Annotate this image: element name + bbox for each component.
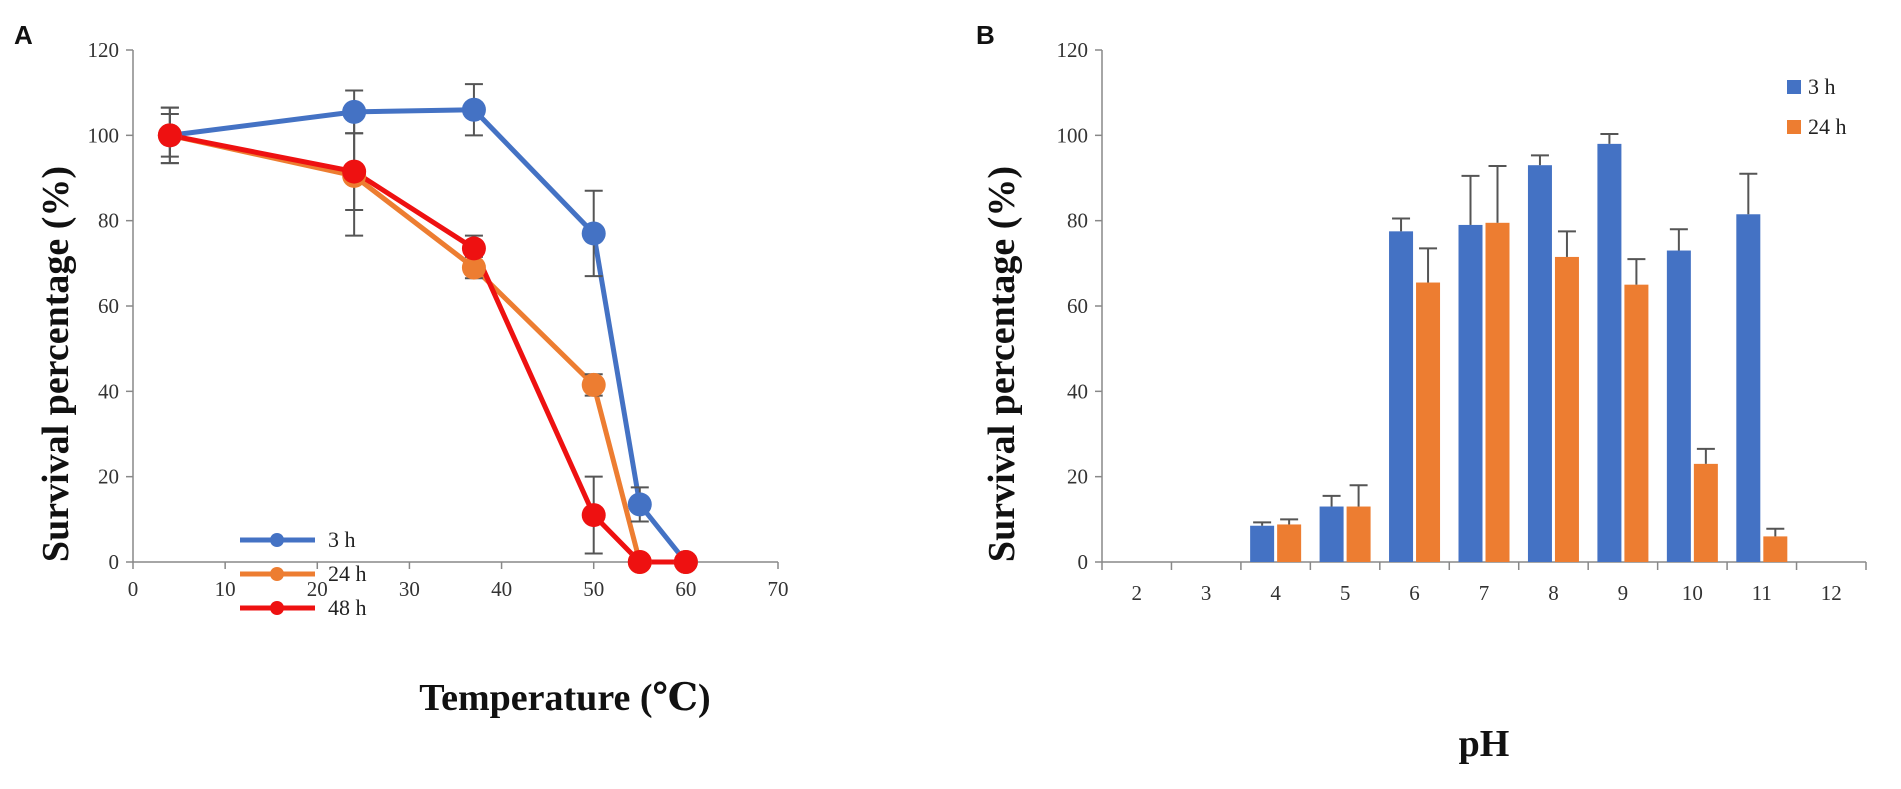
bar: [1250, 525, 1275, 562]
bar: [1389, 231, 1414, 563]
legend-label: 3 h: [328, 527, 356, 552]
panel-label-b: B: [976, 20, 995, 50]
legend-label: 48 h: [328, 595, 367, 620]
bar: [1693, 463, 1718, 562]
ph-y-tick-label: 60: [1067, 294, 1088, 318]
legend-swatch-marker: [270, 533, 284, 547]
ph-y-tick-label: 40: [1067, 379, 1088, 403]
bar: [1736, 214, 1761, 562]
temperature-x-tick-label: 30: [399, 577, 420, 601]
temperature-x-tick-label: 70: [768, 577, 789, 601]
ph-y-axis-title: Survival percentage (%): [981, 166, 1023, 562]
bar: [1346, 506, 1371, 562]
temperature-y-tick-label: 120: [88, 38, 120, 62]
ph-y-tick-label: 120: [1057, 38, 1089, 62]
bar: [1416, 282, 1441, 562]
temperature-x-tick-label: 60: [675, 577, 696, 601]
temperature-x-tick-label: 50: [583, 577, 604, 601]
data-point: [461, 236, 486, 261]
ph-x-tick-label: 12: [1821, 581, 1842, 605]
ph-x-tick-label: 11: [1752, 581, 1772, 605]
bar: [1597, 143, 1622, 562]
ph-x-tick-label: 6: [1409, 581, 1420, 605]
temperature-y-tick-label: 100: [88, 123, 120, 147]
legend-swatch: [1787, 120, 1801, 134]
temperature-x-tick-label: 40: [491, 577, 512, 601]
temperature-x-tick-label: 10: [215, 577, 236, 601]
ph-x-tick-label: 8: [1548, 581, 1559, 605]
bar: [1554, 256, 1579, 562]
data-point: [673, 550, 698, 574]
ph-x-tick-label: 3: [1201, 581, 1212, 605]
bar: [1319, 506, 1344, 562]
data-point: [461, 97, 486, 122]
temperature-x-axis-title: Temperature (℃): [419, 677, 710, 719]
series-line: [169, 107, 688, 564]
data-point: [627, 492, 652, 517]
data-point: [342, 159, 367, 184]
temperature-y-tick-label: 0: [109, 550, 120, 574]
series-line: [169, 132, 686, 565]
ph-x-tick-label: 2: [1131, 581, 1142, 605]
legend-label: 24 h: [1808, 114, 1847, 139]
temperature-y-tick-label: 80: [98, 209, 119, 233]
bar: [1485, 222, 1510, 563]
temperature-y-axis-title: Survival percentage (%): [35, 166, 77, 562]
legend-swatch-marker: [270, 567, 284, 581]
data-point: [581, 503, 606, 528]
legend-label: 3 h: [1808, 74, 1836, 99]
ph-x-tick-label: 5: [1340, 581, 1351, 605]
bar: [1763, 536, 1788, 562]
legend-label: 24 h: [328, 561, 367, 586]
temperature-y-tick-label: 40: [98, 379, 119, 403]
ph-x-tick-label: 9: [1618, 581, 1629, 605]
data-point: [627, 550, 652, 574]
temperature-x-tick-label: 0: [128, 577, 139, 601]
ph-y-tick-label: 20: [1067, 465, 1088, 489]
temperature-y-tick-label: 20: [98, 465, 119, 489]
series-line: [169, 132, 686, 565]
ph-x-axis-title: pH: [1459, 723, 1510, 765]
ph-y-tick-label: 0: [1078, 550, 1089, 574]
data-point: [342, 99, 367, 124]
data-point: [581, 372, 606, 397]
ph-y-tick-label: 80: [1067, 209, 1088, 233]
legend-swatch-marker: [270, 601, 284, 615]
ph-x-tick-label: 4: [1270, 581, 1281, 605]
data-point: [461, 255, 486, 280]
ph-x-tick-label: 7: [1479, 581, 1490, 605]
data-point: [581, 221, 606, 246]
data-point: [157, 123, 182, 148]
bar: [1458, 224, 1483, 562]
legend-swatch: [1787, 80, 1801, 94]
ph-x-tick-label: 10: [1682, 581, 1703, 605]
bar: [1624, 284, 1649, 562]
bar: [1666, 250, 1691, 563]
temperature-y-tick-label: 60: [98, 294, 119, 318]
temperature-x-tick-label: 20: [307, 577, 328, 601]
ph-y-tick-label: 100: [1057, 123, 1089, 147]
bar: [1527, 165, 1552, 562]
panel-label-a: A: [14, 20, 33, 50]
bar: [1277, 524, 1302, 562]
temperature-chart: 0 10 20 30 40 50 60 70 0 20 40 60 80 100 120 3 h 24 h 48 …: [88, 38, 789, 620]
